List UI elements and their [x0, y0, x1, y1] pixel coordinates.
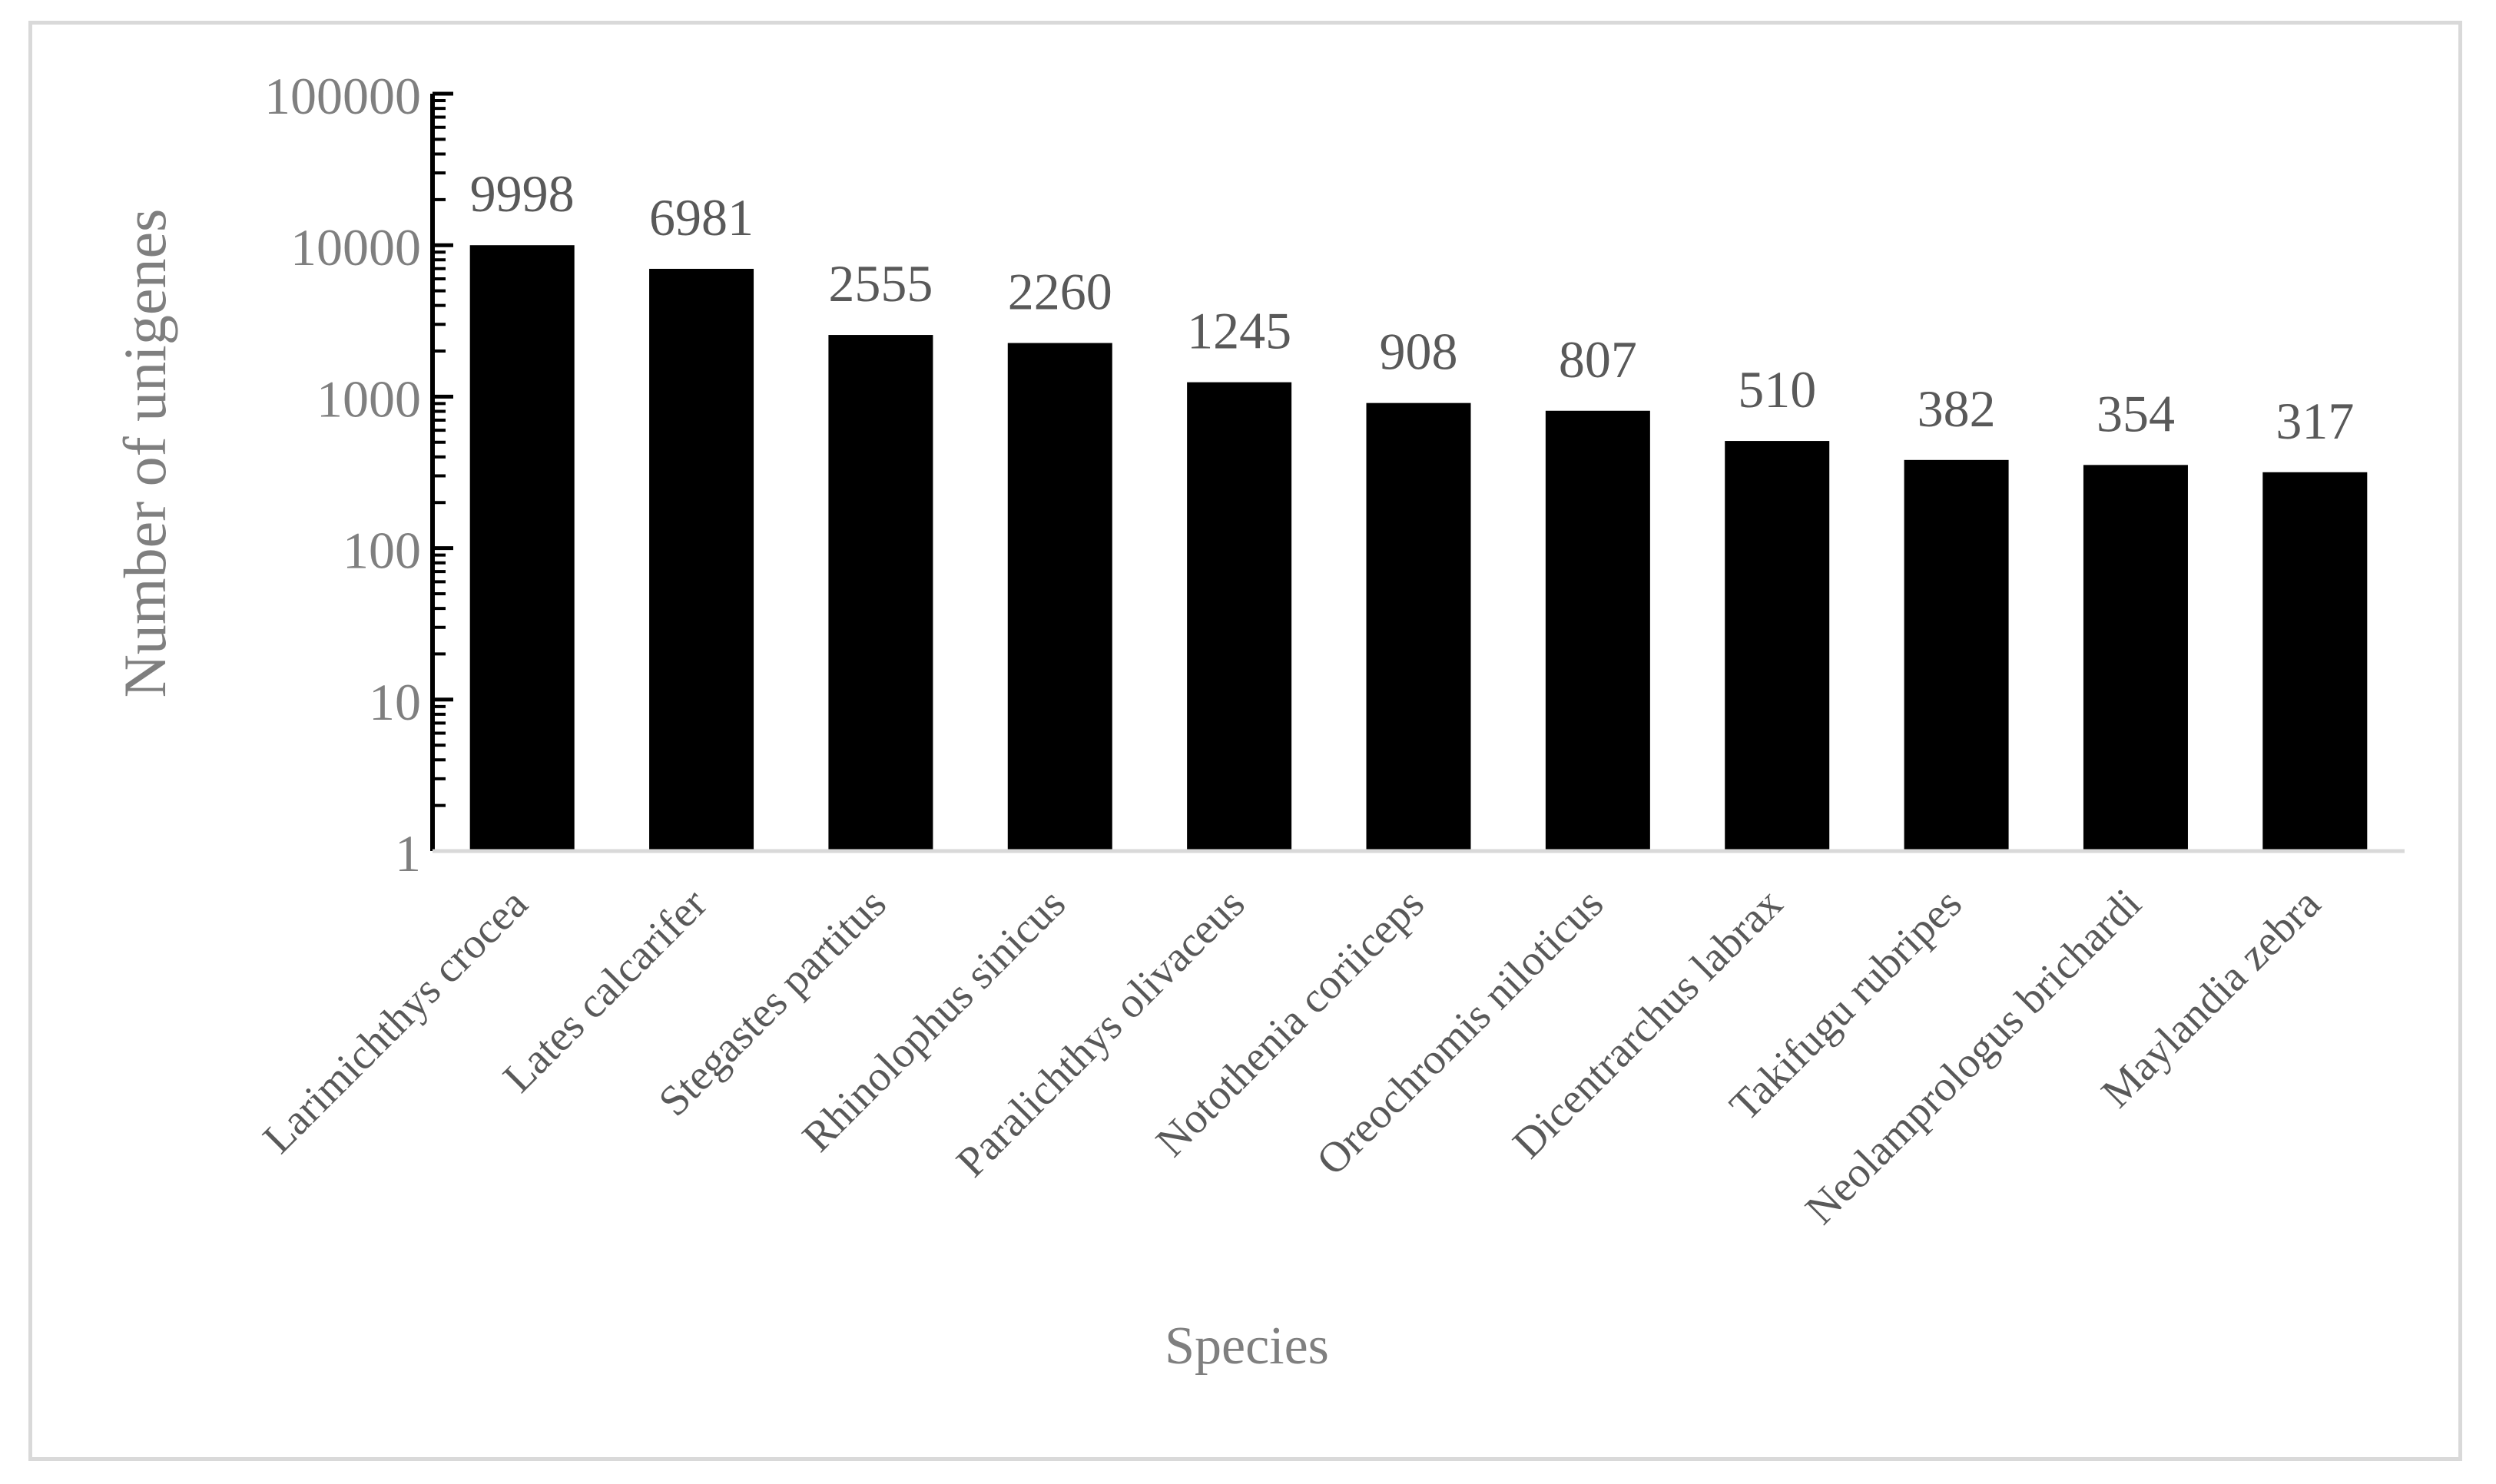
bar: [2083, 465, 2188, 851]
data-label: 354: [2097, 384, 2175, 442]
bar: [2262, 472, 2368, 851]
data-label: 382: [1918, 379, 1996, 438]
bar: [828, 335, 933, 851]
data-label: 6981: [649, 188, 754, 247]
bar: [1366, 402, 1471, 851]
y-tick-label: 1000: [317, 369, 421, 428]
bar: [1007, 343, 1112, 851]
y-tick-label: 100000: [264, 67, 421, 125]
bar: [1904, 459, 2009, 851]
y-axis-title: Number of unigenes: [111, 209, 178, 698]
y-tick-label: 100: [343, 522, 421, 580]
x-tick-label: Paralichthys olivaceus: [947, 879, 1254, 1186]
data-label: 1245: [1187, 302, 1291, 360]
y-tick-label: 1: [395, 824, 421, 883]
bar-series: [469, 245, 2368, 852]
y-axis: 1 10 100 1000 10000 100000: [264, 67, 453, 883]
bar: [469, 245, 575, 851]
bar: [1545, 410, 1650, 851]
bar: [649, 268, 754, 851]
x-tick-label: Neolamprologus brichardi: [1797, 879, 2151, 1234]
data-label: 908: [1380, 323, 1458, 381]
bar: [1725, 441, 1830, 851]
bar: [1187, 382, 1292, 852]
data-labels: 9998 6981 2555 2260 1245 908 807 510 382 354 317: [470, 164, 2355, 450]
data-label: 9998: [470, 164, 575, 223]
x-tick-label: Larimichthys crocea: [254, 879, 537, 1162]
y-tick-label: 10000: [290, 218, 421, 277]
data-label: 510: [1738, 360, 1816, 419]
x-axis-title: Species: [1165, 1317, 1329, 1376]
data-label: 2555: [828, 254, 933, 313]
data-label: 2260: [1008, 263, 1112, 321]
y-tick-label: 10: [369, 673, 421, 731]
data-label: 317: [2276, 392, 2354, 450]
data-label: 807: [1559, 330, 1637, 389]
